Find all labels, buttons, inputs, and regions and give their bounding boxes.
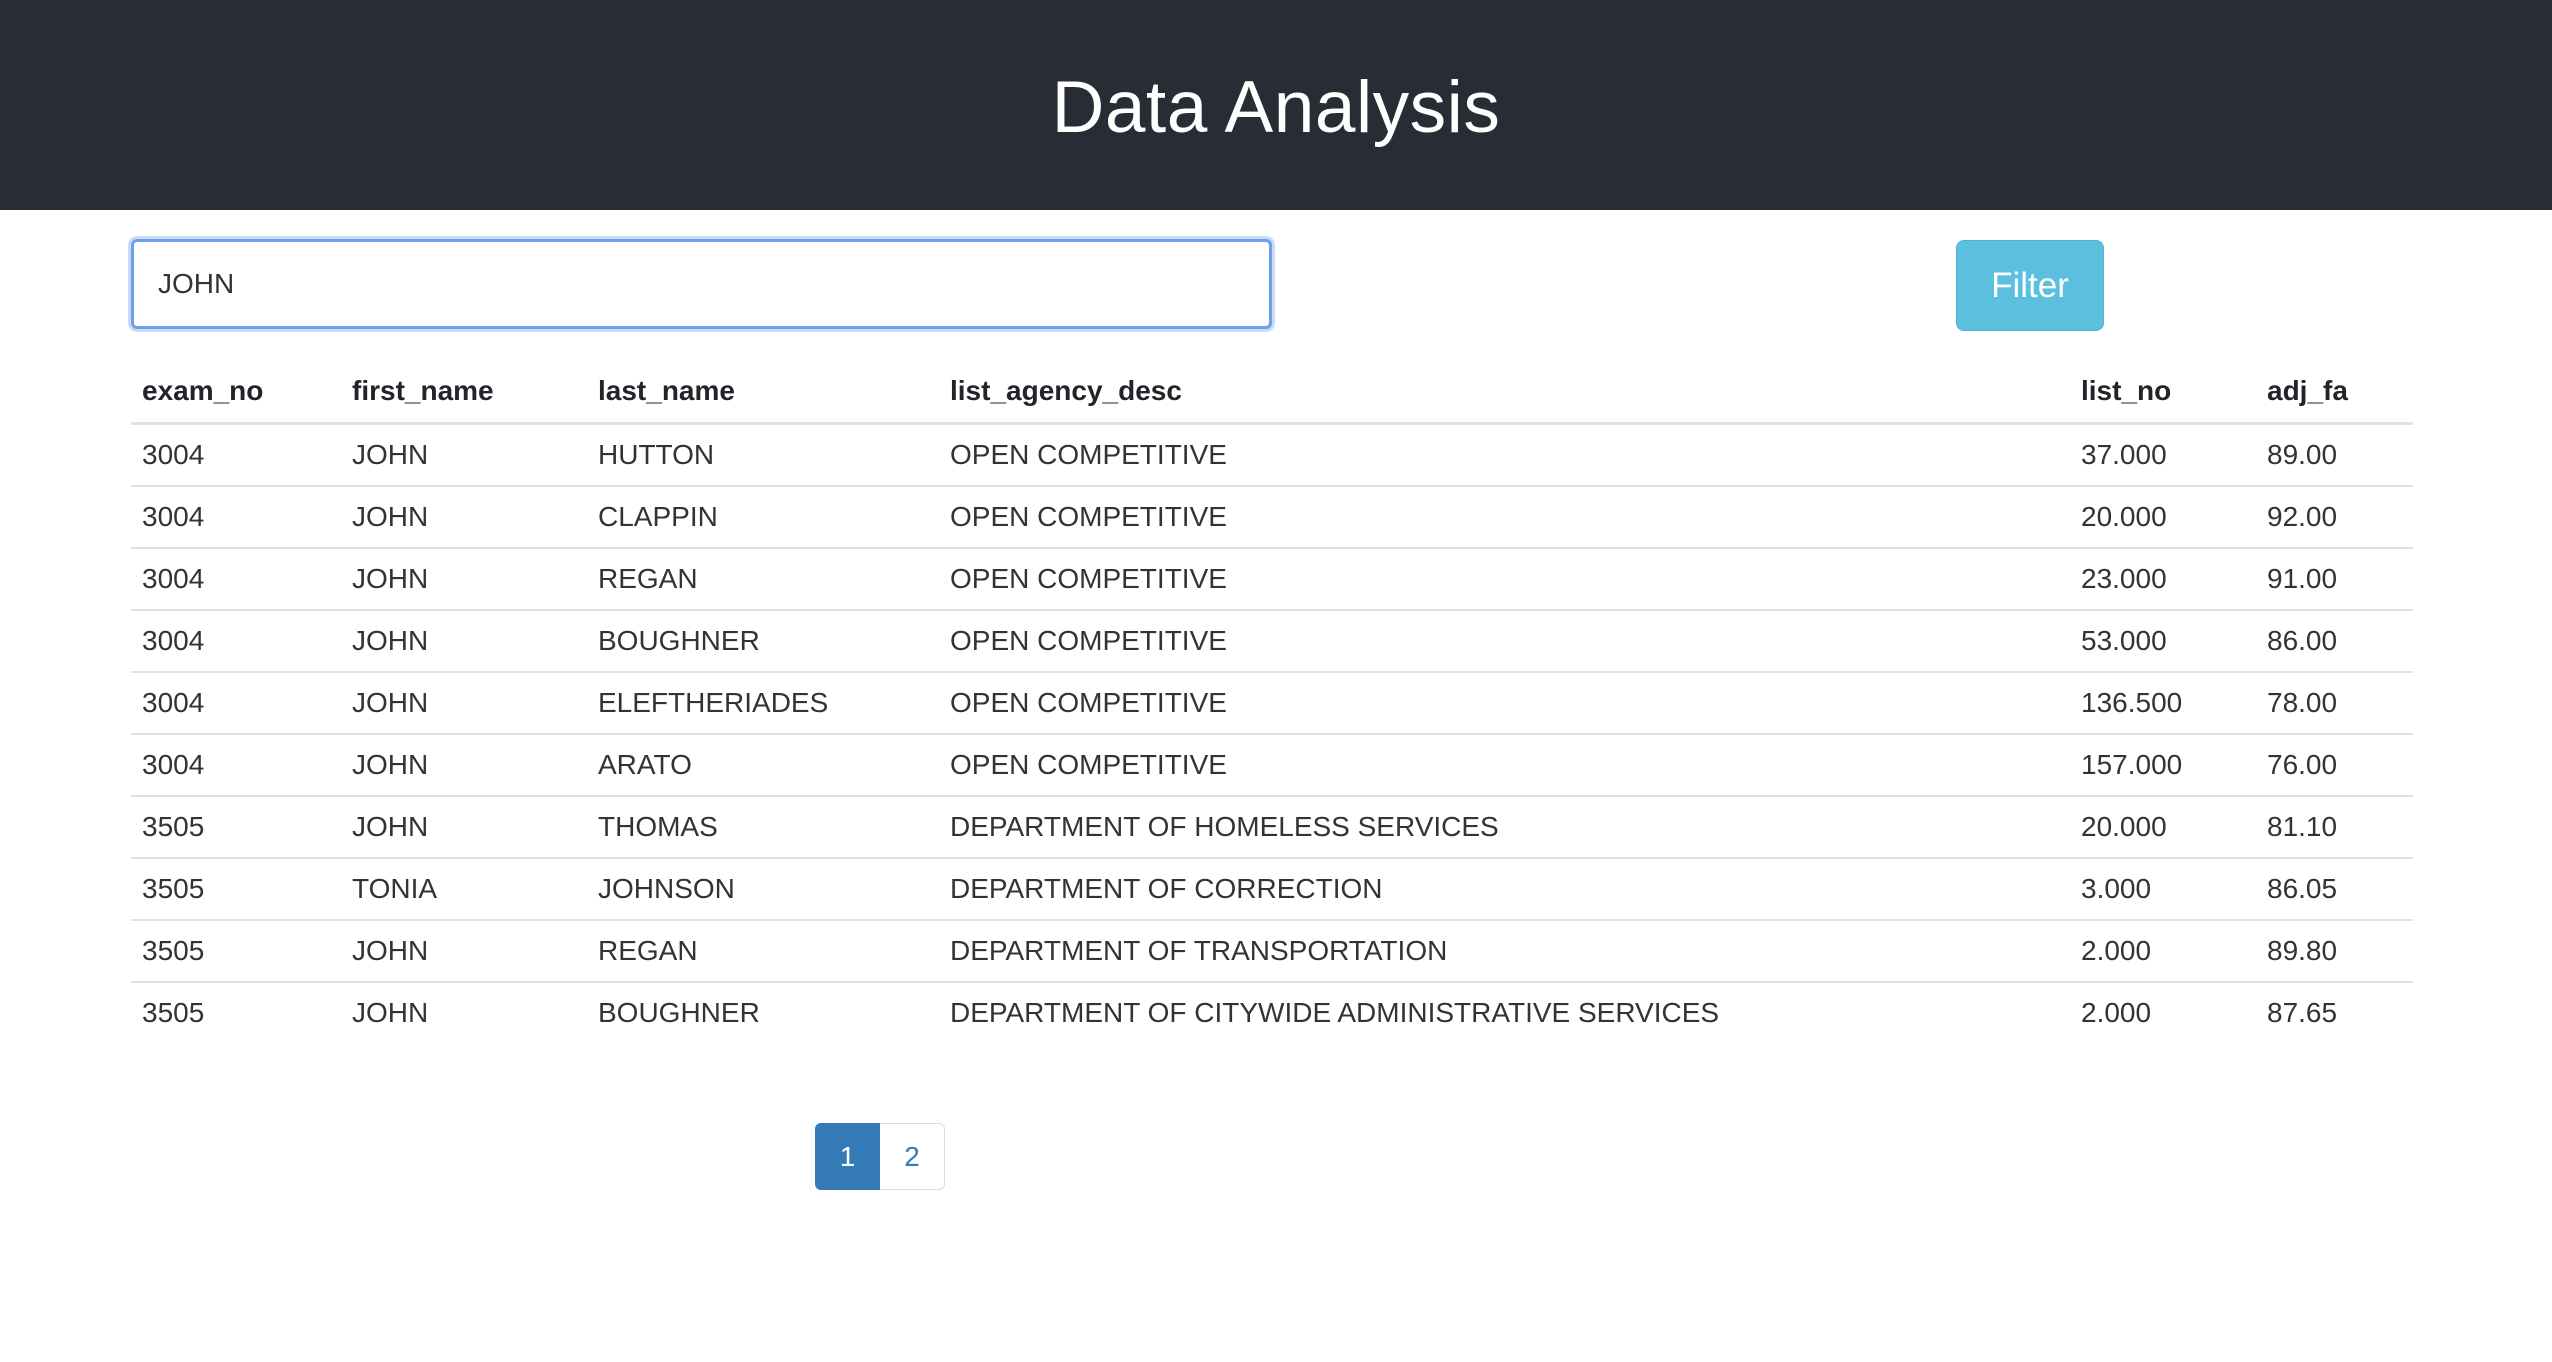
table-row: 3004 JOHN CLAPPIN OPEN COMPETITIVE 20.000 92.… (131, 486, 2413, 549)
cell-exam-no: 3004 (131, 672, 341, 735)
results-table: exam_no first_name last_name list_agency… (131, 360, 2413, 1043)
table-header-row: exam_no first_name last_name list_agency… (131, 360, 2413, 425)
cell-list-no: 23.000 (2070, 548, 2256, 611)
table-row: 3505 JOHN BOUGHNER DEPARTMENT OF CITYWIDE A… (131, 982, 2413, 1043)
column-header-list-no: list_no (2070, 360, 2256, 425)
cell-adj-fa: 78.00 (2256, 672, 2413, 735)
cell-first-name: JOHN (341, 672, 587, 735)
cell-list-no: 3.000 (2070, 858, 2256, 921)
cell-first-name: JOHN (341, 734, 587, 797)
cell-exam-no: 3004 (131, 734, 341, 797)
cell-last-name: CLAPPIN (587, 486, 939, 549)
cell-list-no: 2.000 (2081, 997, 2152, 1028)
cell-first-name: JOHN (341, 610, 587, 673)
table-row: 3505 JOHN REGAN DEPARTMENT OF TRANSPORTATIO… (131, 920, 2413, 983)
page-title: Data Analysis (1051, 66, 1501, 148)
cell-last-name: REGAN (587, 920, 939, 983)
table-row: 3505 TONIA JOHNSON DEPARTMENT OF CORRECTION… (131, 858, 2413, 921)
cell-last-name: HUTTON (587, 423, 939, 487)
column-header-first-name: first_name (341, 360, 587, 425)
table-row: 3505 JOHN THOMAS DEPARTMENT OF HOMELESS SER… (131, 796, 2413, 859)
cell-first-name: JOHN (341, 920, 587, 983)
pagination: 1 2 (815, 1123, 945, 1190)
cell-adj-fa: 76.00 (2256, 734, 2413, 797)
table-row: 3004 JOHN ELEFTHERIADES OPEN COMPETITIVE 136… (131, 672, 2413, 735)
cell-list-no: 2.000 (2070, 920, 2256, 983)
cell-exam-no: 3004 (131, 486, 341, 549)
table-body: 3004 JOHN HUTTON OPEN COMPETITIVE 37.000 89.0… (131, 423, 2413, 1044)
cell-adj-fa: 86.00 (2256, 610, 2413, 673)
cell-last-name: ELEFTHERIADES (587, 672, 939, 735)
cell-adj-fa: 91.00 (2256, 548, 2413, 611)
cell-list-no: 37.000 (2070, 423, 2256, 487)
cell-adj-fa: 92.00 (2256, 486, 2413, 549)
table-row: 3004 JOHN HUTTON OPEN COMPETITIVE 37.000 89.0… (131, 423, 2413, 487)
column-header-exam-no: exam_no (131, 360, 341, 425)
cell-list-agency-desc: OPEN COMPETITIVE (939, 672, 2070, 735)
search-input[interactable] (131, 239, 1272, 329)
cell-adj-fa: 81.10 (2256, 796, 2413, 859)
cell-list-agency-desc: OPEN COMPETITIVE (939, 610, 2070, 673)
table-row: 3004 JOHN REGAN OPEN COMPETITIVE 23.000 91.00 (131, 548, 2413, 611)
page-button-1[interactable]: 1 (815, 1123, 880, 1190)
cell-last-name: BOUGHNER (587, 610, 939, 673)
cell-list-agency-desc: OPEN COMPETITIVE (939, 423, 2070, 487)
cell-adj-fa: 89.00 (2256, 423, 2413, 487)
cell-list-agency-desc: OPEN COMPETITIVE (939, 486, 2070, 549)
cell-last-name: BOUGHNER (598, 997, 760, 1028)
cell-list-agency-desc: DEPARTMENT OF TRANSPORTATION (939, 920, 2070, 983)
cell-exam-no: 3004 (131, 610, 341, 673)
cell-list-no: 20.000 (2070, 796, 2256, 859)
cell-last-name: JOHNSON (587, 858, 939, 921)
cell-list-agency-desc: DEPARTMENT OF CORRECTION (939, 858, 2070, 921)
cell-adj-fa: 89.80 (2256, 920, 2413, 983)
cell-exam-no: 3505 (131, 920, 341, 983)
cell-list-agency-desc: OPEN COMPETITIVE (939, 734, 2070, 797)
cell-last-name: ARATO (587, 734, 939, 797)
cell-exam-no: 3505 (131, 796, 341, 859)
page-button-2[interactable]: 2 (880, 1123, 945, 1190)
cell-first-name: JOHN (341, 548, 587, 611)
cell-last-name: THOMAS (587, 796, 939, 859)
cell-list-agency-desc: DEPARTMENT OF HOMELESS SERVICES (939, 796, 2070, 859)
table-row: 3004 JOHN BOUGHNER OPEN COMPETITIVE 53.000 86… (131, 610, 2413, 673)
cell-first-name: JOHN (341, 486, 587, 549)
cell-list-no: 20.000 (2070, 486, 2256, 549)
column-header-adj-fa: adj_fa (2256, 360, 2413, 425)
cell-exam-no: 3505 (142, 997, 205, 1028)
cell-list-no: 53.000 (2070, 610, 2256, 673)
cell-list-no: 157.000 (2070, 734, 2256, 797)
cell-last-name: REGAN (587, 548, 939, 611)
cell-exam-no: 3004 (131, 423, 341, 487)
column-header-list-agency-desc: list_agency_desc (939, 360, 2070, 425)
column-header-last-name: last_name (587, 360, 939, 425)
cell-first-name: TONIA (341, 858, 587, 921)
cell-first-name: JOHN (341, 423, 587, 487)
cell-list-agency-desc: OPEN COMPETITIVE (939, 548, 2070, 611)
cell-adj-fa: 87.65 (2267, 997, 2338, 1028)
cell-list-no: 136.500 (2070, 672, 2256, 735)
cell-first-name: JOHN (341, 796, 587, 859)
cell-exam-no: 3505 (131, 858, 341, 921)
filter-button[interactable]: Filter (1956, 240, 2104, 331)
cell-exam-no: 3004 (131, 548, 341, 611)
cell-first-name: JOHN (352, 997, 429, 1028)
cell-adj-fa: 86.05 (2256, 858, 2413, 921)
table-row: 3004 JOHN ARATO OPEN COMPETITIVE 157.000 76.0… (131, 734, 2413, 797)
cell-list-agency-desc: DEPARTMENT OF CITYWIDE ADMINISTRATIVE SE… (950, 997, 1720, 1028)
app-header: Data Analysis (0, 0, 2552, 210)
